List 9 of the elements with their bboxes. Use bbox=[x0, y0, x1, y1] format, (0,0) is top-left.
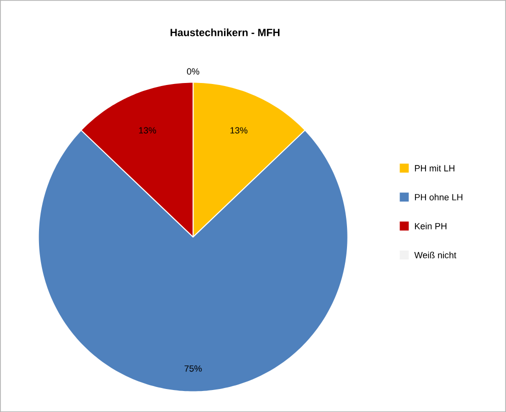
data-label: 13% bbox=[230, 127, 248, 134]
chart-title: Haustechnikern - MFH bbox=[170, 28, 280, 36]
text: 0% bbox=[186, 68, 200, 75]
data-label: 13% bbox=[139, 127, 156, 134]
legend-label: Weiß nicht bbox=[414, 252, 456, 258]
data-label: 75% bbox=[184, 365, 202, 372]
legend-label: PH ohne LH bbox=[414, 194, 462, 200]
legend-label: PH mit LH bbox=[414, 164, 454, 172]
legend-label: Kein PH bbox=[414, 222, 446, 230]
